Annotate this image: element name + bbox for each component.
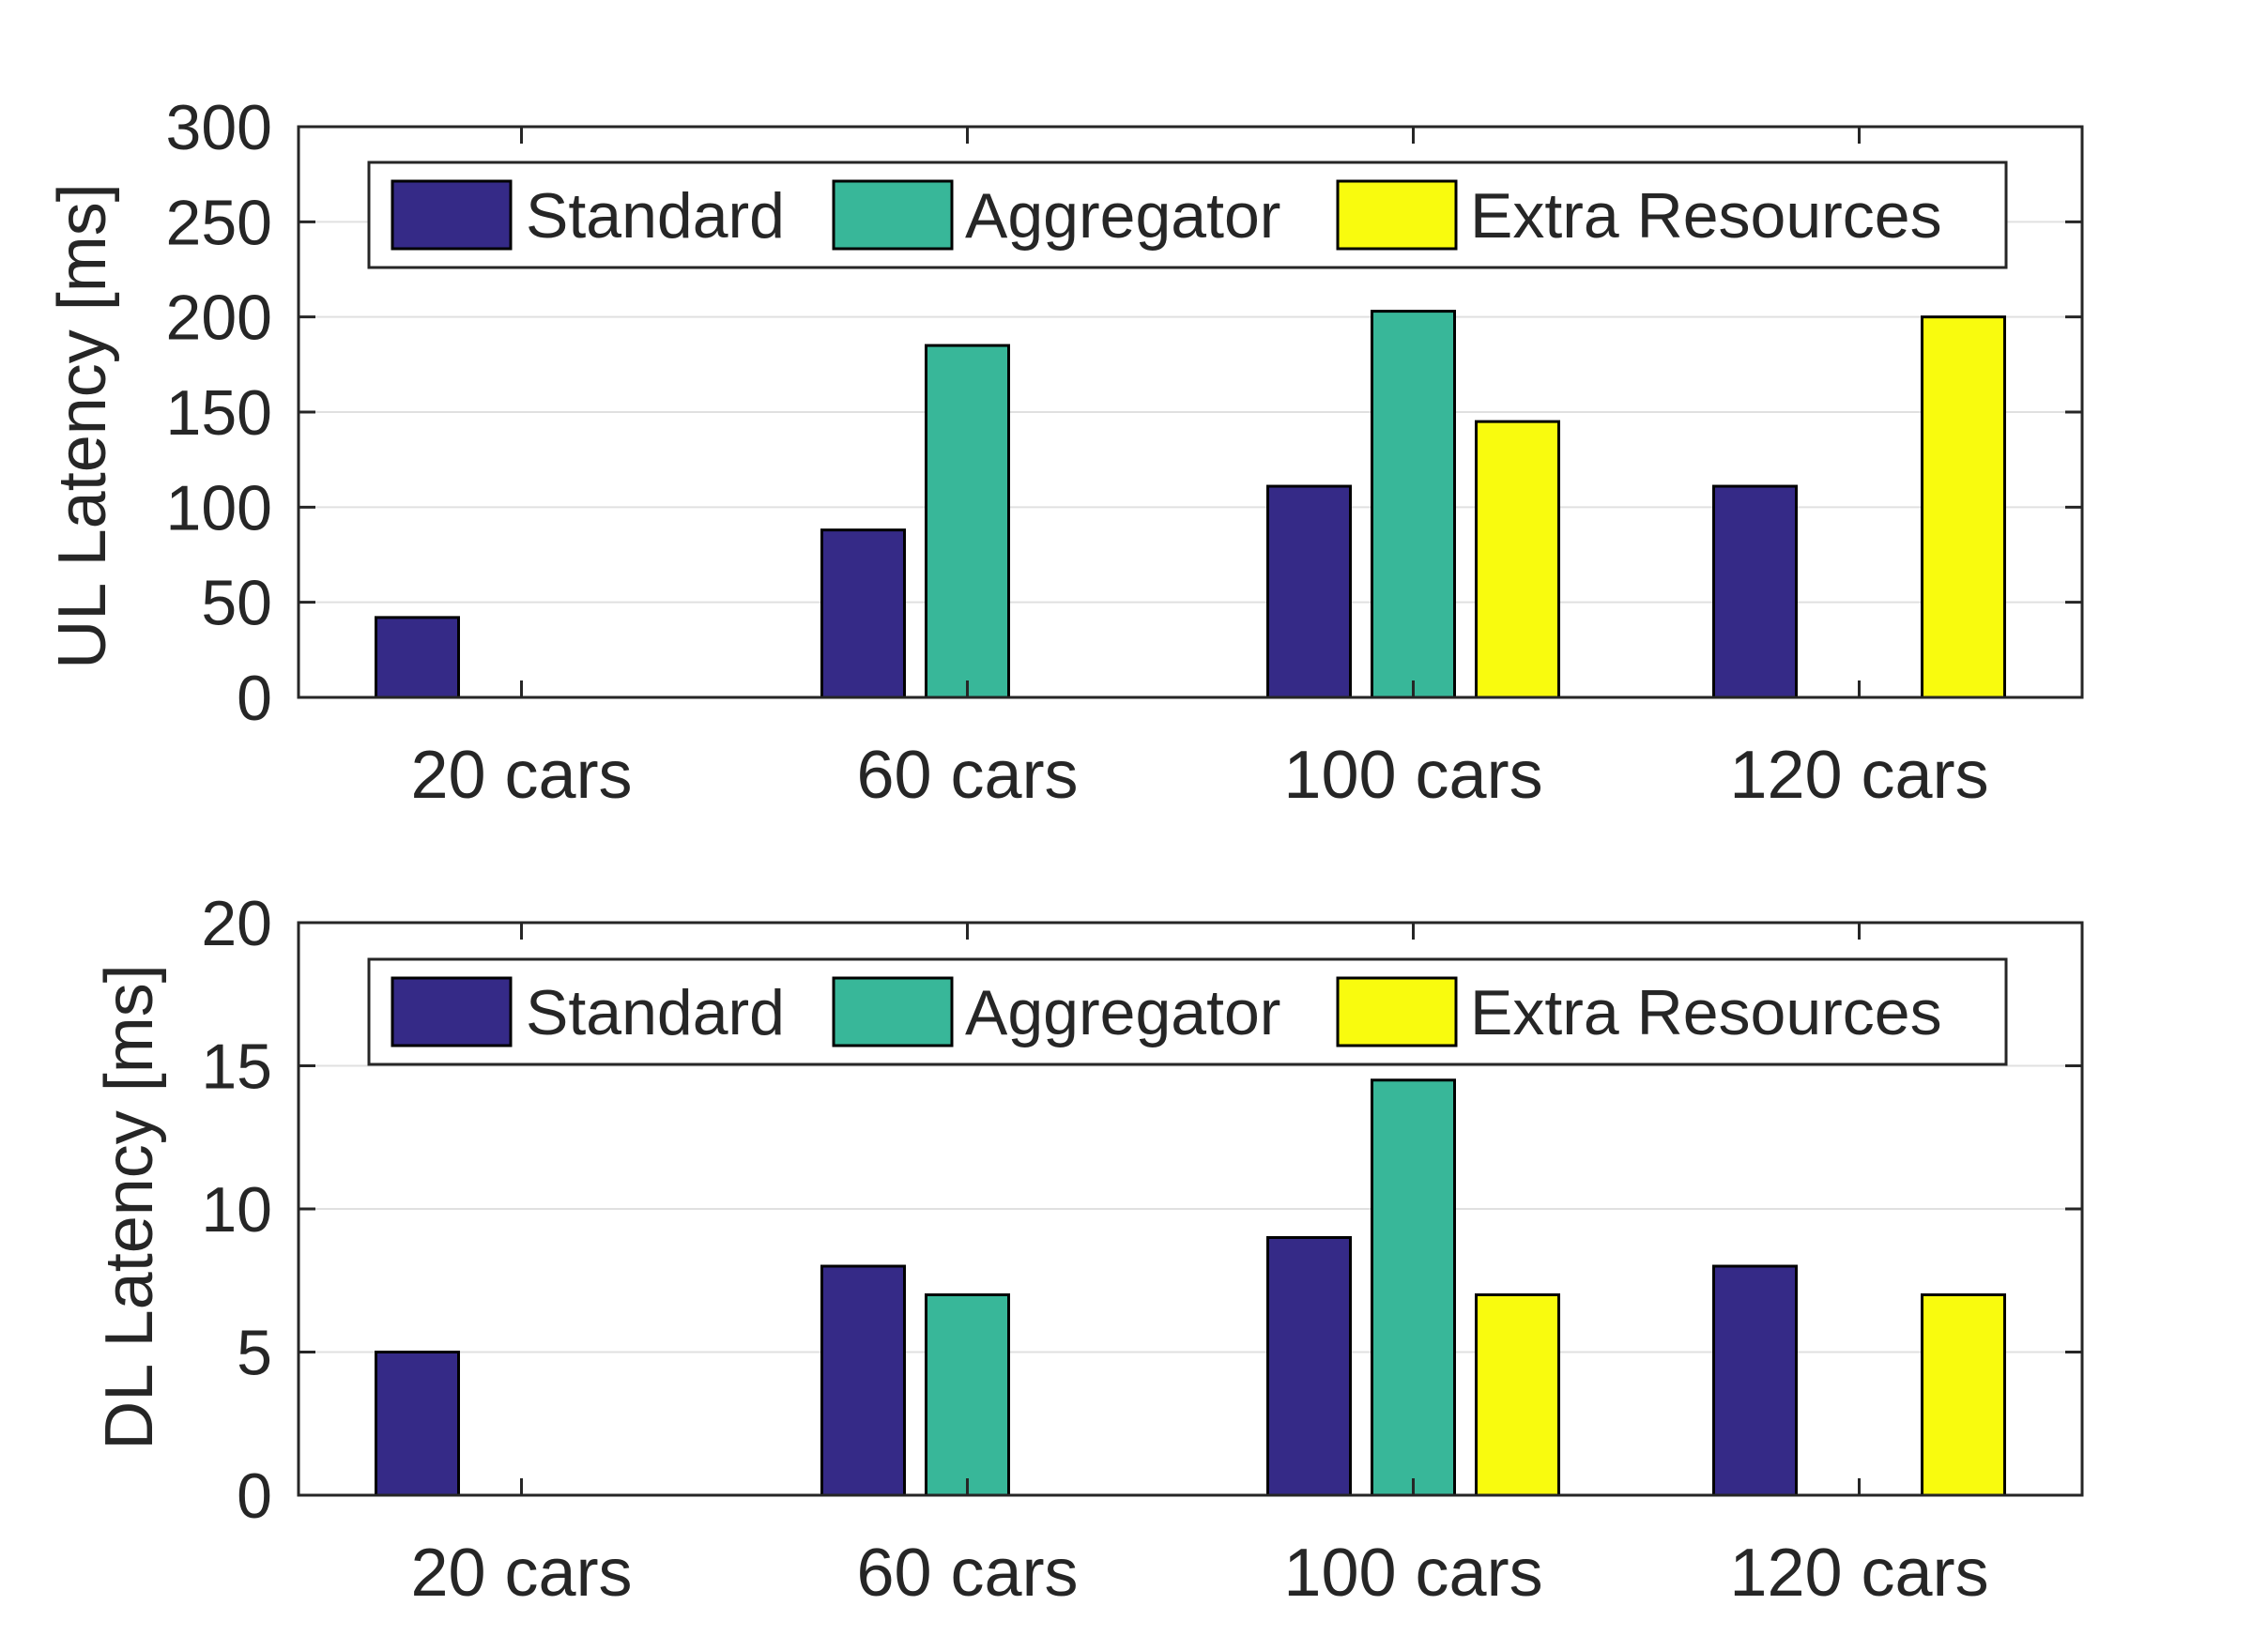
dl-y-tick-labels: 0 5 10 15 20 xyxy=(201,888,272,1532)
dl-legend: Standard Aggregator Extra Resources xyxy=(367,957,2008,1066)
ul-bars xyxy=(375,310,2006,699)
dl-bar-standard-1 xyxy=(820,1264,906,1497)
ul-y-axis-title: UL Latency [ms] xyxy=(45,183,120,669)
dl-bar-extra-resources-3 xyxy=(1921,1293,2006,1497)
dl-category-label: 100 cars xyxy=(1283,1536,1542,1611)
dl-legend-swatch-extra-resources xyxy=(1336,976,1458,1047)
ul-y-tick-label: 200 xyxy=(166,283,272,354)
ul-latency-chart: 0 50 100 150 200 250 300 20 cars 60 cars 100 car… xyxy=(45,92,2084,813)
ul-bar-extra-resources-3 xyxy=(1921,315,2006,699)
dl-category-labels: 20 cars 60 cars 100 cars 120 cars xyxy=(410,1536,1988,1611)
ul-category-label: 120 cars xyxy=(1729,738,1988,813)
dl-bar-standard-3 xyxy=(1712,1264,1798,1497)
ul-legend-box xyxy=(367,161,2008,269)
ul-legend-label-standard: Standard xyxy=(526,180,785,252)
ul-bar-standard-0 xyxy=(375,616,460,699)
dl-y-tick-label: 15 xyxy=(201,1032,272,1103)
ul-bar-standard-2 xyxy=(1266,484,1352,699)
dl-legend-swatch-aggregator xyxy=(832,976,954,1047)
dl-y-tick-label: 10 xyxy=(201,1174,272,1246)
dl-legend-label-aggregator: Aggregator xyxy=(965,977,1280,1048)
ul-bar-aggregator-2 xyxy=(1371,310,1456,699)
dl-legend-label-standard: Standard xyxy=(526,977,785,1048)
dl-category-label: 60 cars xyxy=(856,1536,1078,1611)
ul-category-labels: 20 cars 60 cars 100 cars 120 cars xyxy=(410,738,1988,813)
ul-y-tick-label: 100 xyxy=(166,472,272,543)
ul-legend-label-extra-resources: Extra Resources xyxy=(1470,180,1942,252)
ul-bar-extra-resources-2 xyxy=(1475,420,1560,699)
ul-y-tick-label: 250 xyxy=(166,187,272,258)
ul-ticks xyxy=(299,125,2082,699)
ul-legend: Standard Aggregator Extra Resources xyxy=(367,161,2008,269)
ul-legend-swatch-extra-resources xyxy=(1336,179,1458,251)
ul-y-tick-label: 0 xyxy=(237,663,272,734)
dl-legend-label-extra-resources: Extra Resources xyxy=(1470,977,1942,1048)
ul-bar-standard-3 xyxy=(1712,484,1798,699)
ul-legend-label-aggregator: Aggregator xyxy=(965,180,1280,252)
ul-legend-swatch-aggregator xyxy=(832,179,954,251)
ul-bar-standard-1 xyxy=(820,528,906,699)
dl-y-tick-label: 5 xyxy=(237,1318,272,1389)
dl-y-axis-title: DL Latency [ms] xyxy=(92,964,167,1450)
dl-bar-aggregator-2 xyxy=(1371,1078,1456,1497)
dl-legend-box xyxy=(367,957,2008,1066)
dl-category-label: 120 cars xyxy=(1729,1536,1988,1611)
dl-ticks xyxy=(299,921,2082,1497)
ul-y-tick-label: 300 xyxy=(166,92,272,163)
dl-bar-aggregator-1 xyxy=(925,1293,1010,1497)
dl-bar-standard-0 xyxy=(375,1351,460,1497)
dl-y-tick-label: 20 xyxy=(201,888,272,959)
dl-bar-extra-resources-2 xyxy=(1475,1293,1560,1497)
ul-bar-aggregator-1 xyxy=(925,344,1010,699)
ul-category-label: 20 cars xyxy=(410,738,632,813)
ul-y-tick-label: 50 xyxy=(201,568,272,639)
ul-y-tick-labels: 0 50 100 150 200 250 300 xyxy=(166,92,272,734)
dl-bar-standard-2 xyxy=(1266,1236,1352,1497)
dl-legend-swatch-standard xyxy=(391,976,513,1047)
dl-category-label: 20 cars xyxy=(410,1536,632,1611)
ul-category-label: 60 cars xyxy=(856,738,1078,813)
ul-legend-swatch-standard xyxy=(391,179,513,251)
ul-category-label: 100 cars xyxy=(1283,738,1542,813)
dl-y-tick-label: 0 xyxy=(237,1460,272,1532)
ul-y-tick-label: 150 xyxy=(166,377,272,449)
